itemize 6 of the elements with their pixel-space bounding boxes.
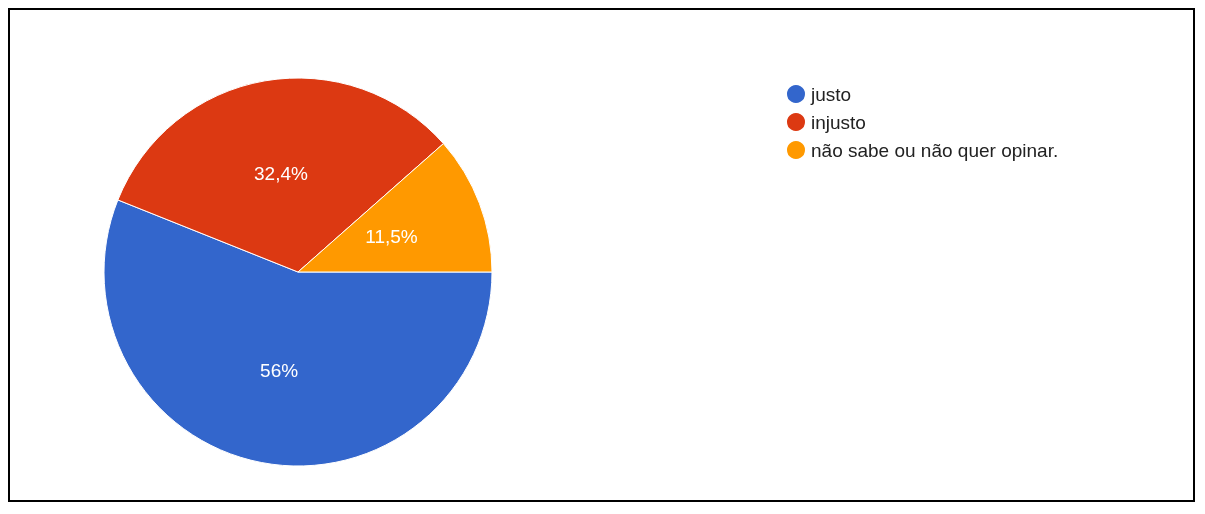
legend-label: injusto [811,111,866,133]
data-label: 56% [260,359,299,381]
legend-label: justo [810,83,852,105]
data-label: 11,5% [365,226,418,248]
data-label: 32,4% [254,162,308,184]
legend-label: não sabe ou não quer opinar. [811,139,1059,161]
